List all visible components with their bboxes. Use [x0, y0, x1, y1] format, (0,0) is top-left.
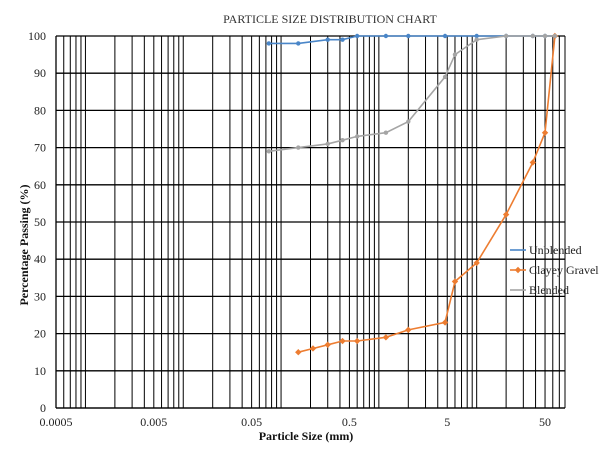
data-point: [383, 33, 389, 39]
data-point: [296, 41, 301, 46]
y-tick-label: 10: [34, 364, 46, 378]
data-point: [552, 33, 558, 39]
data-point: [406, 33, 411, 39]
data-point: [530, 33, 536, 39]
y-tick-label: 80: [34, 103, 46, 117]
data-point: [339, 337, 346, 345]
data-point: [266, 41, 272, 46]
data-point: [296, 145, 301, 150]
data-point: [442, 33, 448, 39]
legend-label: Unblended: [529, 243, 582, 257]
data-point: [340, 37, 345, 42]
chart-title: PARTICLE SIZE DISTRIBUTION CHART: [223, 12, 437, 26]
data-point: [503, 33, 509, 39]
data-point: [325, 141, 330, 147]
data-point: [405, 326, 412, 334]
data-point: [406, 119, 411, 124]
y-axis-label: Percentage Passing (%): [17, 184, 31, 305]
data-point: [354, 134, 360, 139]
series-line: [268, 35, 555, 153]
x-axis-label: Particle Size (mm): [259, 429, 354, 443]
data-point: [354, 33, 360, 39]
legend: Unblended Clayey Gravel Blended: [510, 243, 599, 297]
data-point: [451, 278, 459, 285]
data-point: [442, 74, 448, 80]
data-point: [383, 130, 389, 135]
data-point: [529, 159, 537, 166]
y-tick-label: 60: [34, 178, 46, 192]
data-point: [325, 37, 330, 42]
y-tick-label: 20: [34, 327, 46, 341]
data-point: [266, 149, 272, 154]
data-point: [473, 259, 480, 267]
x-tick-label: 0.005: [140, 415, 167, 429]
data-point: [502, 211, 510, 218]
data-point: [382, 334, 390, 341]
x-tick-label: 0.5: [342, 415, 357, 429]
axes: 0 10 20 30 40 50 60 70 80 90 100 0.0005 0.005 0.05 0.5…: [28, 29, 566, 429]
legend-marker: [514, 266, 522, 274]
data-point: [452, 52, 458, 57]
y-tick-label: 50: [34, 215, 46, 229]
data-point: [340, 137, 345, 143]
x-tick-label: 0.05: [241, 415, 262, 429]
y-tick-label: 0: [40, 401, 46, 415]
data-point: [474, 37, 479, 42]
x-tick-label: 50: [539, 415, 551, 429]
data-point: [309, 345, 317, 352]
y-tick-label: 30: [34, 289, 46, 303]
data-point: [353, 337, 361, 345]
data-point: [324, 341, 331, 348]
x-tick-label: 0.0005: [40, 415, 73, 429]
legend-label: Blended: [529, 283, 569, 297]
data-point: [295, 349, 302, 356]
y-tick-label: 40: [34, 252, 46, 266]
data-point: [542, 33, 548, 39]
y-tick-label: 70: [34, 141, 46, 155]
legend-label: Clayey Gravel: [529, 263, 599, 277]
x-tick-label: 5: [444, 415, 450, 429]
grid-lines: [56, 35, 566, 409]
data-point: [441, 319, 449, 326]
data-point: [541, 129, 549, 136]
y-tick-label: 100: [28, 29, 46, 43]
data-series: [266, 32, 559, 356]
y-tick-label: 90: [34, 66, 46, 80]
data-point: [474, 33, 479, 39]
